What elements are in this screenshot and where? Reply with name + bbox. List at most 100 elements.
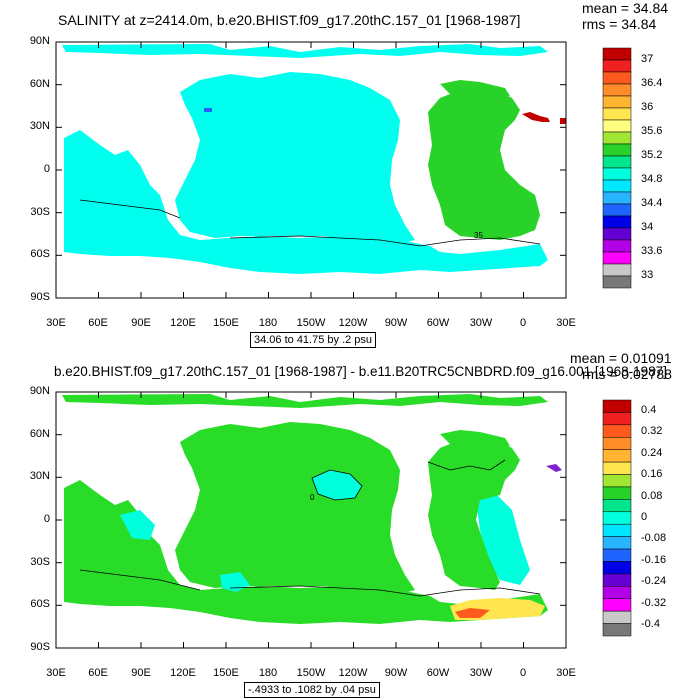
colorbar-swatch xyxy=(602,523,632,537)
colorbar-swatch xyxy=(602,486,632,500)
bottom-lon-label: 90W xyxy=(384,667,408,679)
colorbar-swatch xyxy=(602,131,632,145)
bottom-lat-label-60s: 60S xyxy=(30,598,50,610)
colorbar-swatch xyxy=(602,437,632,450)
colorbar-label: 34.8 xyxy=(641,173,663,185)
colorbar-label: 0 xyxy=(641,511,648,523)
top-lon-label: 180 xyxy=(258,317,278,329)
colorbar-swatch xyxy=(602,561,632,575)
colorbar-swatch xyxy=(602,474,632,488)
top-mean-value: mean = 34.84 xyxy=(582,0,669,16)
top-lon-label: 0 xyxy=(519,317,527,329)
top-colorbar xyxy=(602,47,632,289)
bottom-cyan-patch-npac xyxy=(312,470,362,500)
colorbar-label: 34.4 xyxy=(641,197,663,209)
colorbar-label: 0.08 xyxy=(641,489,663,502)
colorbar-swatch xyxy=(602,499,632,513)
colorbar-swatch xyxy=(602,424,632,438)
bottom-lon-label: 0 xyxy=(519,667,527,679)
top-lon-label: 90E xyxy=(131,317,151,329)
top-indo-basin xyxy=(100,170,150,210)
bottom-lat-label-60n: 60N xyxy=(29,428,50,440)
colorbar-swatch xyxy=(602,143,632,157)
colorbar-label: -0.08 xyxy=(641,532,667,545)
colorbar-swatch xyxy=(602,586,632,599)
colorbar-swatch xyxy=(602,95,632,109)
colorbar-label: 35.6 xyxy=(641,125,663,137)
colorbar-label: 34 xyxy=(641,221,654,233)
colorbar-swatch xyxy=(602,47,632,61)
colorbar-label: 36.4 xyxy=(641,77,663,89)
bottom-lon-label: 180 xyxy=(258,667,278,679)
colorbar-label: -0.24 xyxy=(641,575,667,588)
colorbar-swatch xyxy=(602,155,632,169)
colorbar-swatch xyxy=(602,83,632,97)
colorbar-swatch xyxy=(602,275,632,289)
bottom-map: 0 xyxy=(55,391,567,649)
bottom-lon-label: 150W xyxy=(296,667,326,679)
bottom-red-patch xyxy=(455,608,490,618)
top-lon-label: 60E xyxy=(88,317,108,329)
colorbar-swatch xyxy=(602,167,632,181)
bottom-contour-range: -.4933 to .1082 by .04 psu xyxy=(244,682,380,698)
colorbar-swatch xyxy=(602,399,632,413)
colorbar-swatch xyxy=(602,573,632,587)
colorbar-label: 0.32 xyxy=(641,425,663,438)
colorbar-label: -0.16 xyxy=(641,553,667,566)
top-lon-label: 60W xyxy=(426,317,450,329)
top-lat-label-90s: 90S xyxy=(30,291,50,303)
bottom-lon-label: 60E xyxy=(88,667,108,679)
colorbar-swatch xyxy=(602,71,632,85)
top-nordic-seas xyxy=(440,80,510,98)
colorbar-swatch xyxy=(602,119,632,133)
colorbar-swatch xyxy=(602,461,632,475)
colorbar-swatch xyxy=(602,107,632,121)
colorbar-swatch xyxy=(602,191,632,205)
bottom-contour-label: 0 xyxy=(310,493,315,502)
bottom-lat-label-30s: 30S xyxy=(30,556,50,568)
bottom-lon-label: 30E xyxy=(556,667,576,679)
top-lat-label-30s: 30S xyxy=(30,206,50,218)
bottom-cyan-patch-wpac xyxy=(120,510,155,540)
colorbar-swatch xyxy=(602,215,632,229)
colorbar-label: 36 xyxy=(641,101,654,113)
top-lon-label: 30E xyxy=(46,317,66,329)
bottom-lat-label-90s: 90S xyxy=(30,641,50,653)
bottom-lon-ticks xyxy=(55,392,567,648)
colorbar-swatch xyxy=(602,610,632,624)
top-indian-ocean xyxy=(64,130,548,274)
colorbar-label: 33 xyxy=(641,269,654,281)
colorbar-swatch xyxy=(602,623,632,637)
colorbar-swatch xyxy=(602,598,632,612)
bottom-mean-value: mean = 0.01091 xyxy=(570,350,672,366)
bottom-lon-label: 60W xyxy=(426,667,450,679)
top-lon-label: 90W xyxy=(384,317,408,329)
bottom-panel-title: b.e20.BHIST.f09_g17.20thC.157_01 [1968-1… xyxy=(54,364,667,379)
bottom-lat-label-0: 0 xyxy=(43,513,50,525)
top-lat-ticks xyxy=(56,41,566,299)
top-lat-label-90n: 90N xyxy=(29,35,50,47)
colorbar-swatch xyxy=(602,511,632,525)
bottom-atlantic-ocean xyxy=(428,438,520,590)
colorbar-label: 33.6 xyxy=(641,245,663,257)
bottom-lon-label: 30W xyxy=(469,667,493,679)
colorbar-swatch xyxy=(602,179,632,193)
colorbar-swatch xyxy=(602,449,632,463)
colorbar-label: 0.16 xyxy=(641,468,663,481)
colorbar-swatch xyxy=(602,239,632,253)
top-lon-label: 120E xyxy=(170,317,196,329)
bottom-colorbar xyxy=(602,399,632,637)
colorbar-swatch xyxy=(602,203,632,217)
top-med-high-salinity xyxy=(522,112,550,122)
top-pacific-ocean xyxy=(175,72,415,244)
top-lat-label-60s: 60S xyxy=(30,248,50,260)
top-lon-label: 150E xyxy=(213,317,239,329)
colorbar-swatch xyxy=(602,251,632,265)
bottom-cyan-patch-so xyxy=(220,572,250,592)
colorbar-label: -0.32 xyxy=(641,596,667,609)
top-lon-label: 150W xyxy=(296,317,326,329)
top-lat-label-60n: 60N xyxy=(29,78,50,90)
bottom-lon-label: 150E xyxy=(213,667,239,679)
top-lon-ticks xyxy=(55,42,567,298)
colorbar-label: -0.4 xyxy=(641,618,660,631)
